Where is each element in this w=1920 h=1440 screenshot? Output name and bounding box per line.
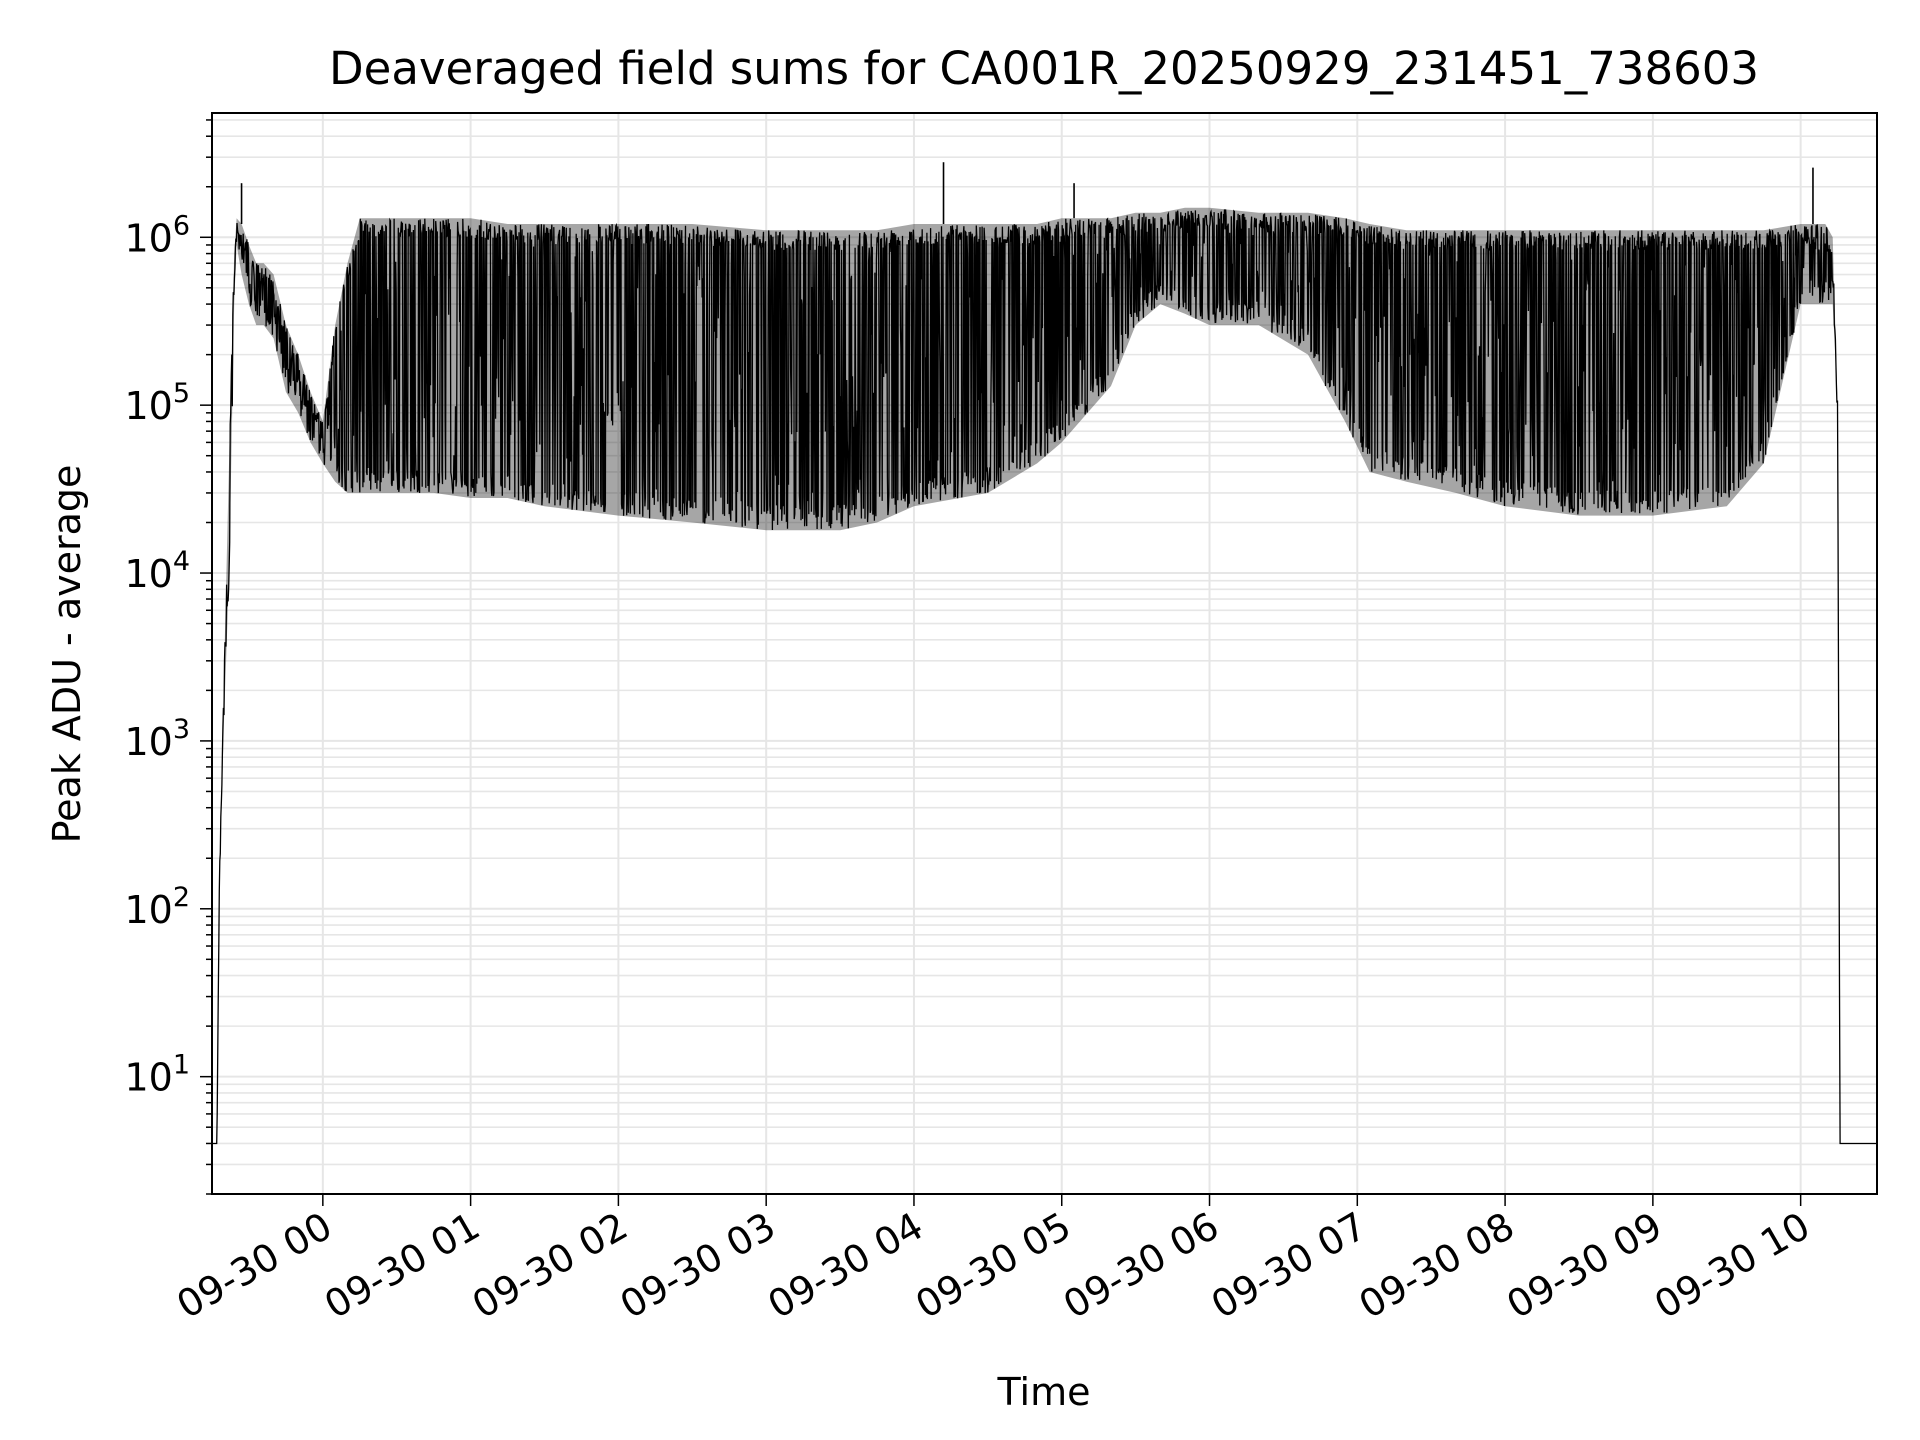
series-trace [212, 209, 1877, 1145]
y-tick-exponent: 2 [173, 882, 190, 913]
x-tick-label: 09-30 10 [1647, 1204, 1817, 1328]
y-tick-base: 10 [124, 216, 172, 260]
y-tick-base: 10 [124, 720, 172, 764]
chart-title: Deaveraged field sums for CA001R_2025092… [329, 42, 1759, 95]
y-tick-label: 104 [124, 546, 190, 596]
y-tick-base: 10 [124, 552, 172, 596]
x-tick-label: 09-30 00 [169, 1204, 339, 1328]
x-tick-label: 09-30 09 [1499, 1204, 1669, 1328]
x-tick-label: 09-30 02 [465, 1204, 635, 1328]
x-tick-label: 09-30 07 [1204, 1204, 1374, 1328]
y-tick-exponent: 3 [173, 714, 190, 745]
y-tick-exponent: 6 [173, 210, 190, 241]
y-tick-label: 103 [124, 714, 190, 764]
y-axis-label: Peak ADU - average [45, 465, 89, 844]
y-tick-label: 101 [124, 1050, 190, 1100]
x-tick-label: 09-30 06 [1056, 1204, 1226, 1328]
plot-area [211, 112, 1878, 1195]
y-tick-base: 10 [124, 1056, 172, 1100]
x-tick-label: 09-30 03 [613, 1204, 783, 1328]
y-tick-exponent: 4 [173, 546, 190, 577]
x-tick-label: 09-30 01 [317, 1204, 487, 1328]
y-tick-label: 106 [124, 210, 190, 260]
x-tick-label: 09-30 04 [760, 1204, 930, 1328]
x-tick-label: 09-30 08 [1352, 1204, 1522, 1328]
y-tick-base: 10 [124, 888, 172, 932]
y-tick-label: 105 [124, 378, 190, 428]
y-tick-label: 102 [124, 882, 190, 932]
y-tick-exponent: 5 [173, 378, 190, 409]
x-tick-label: 09-30 05 [908, 1204, 1078, 1328]
y-tick-exponent: 1 [173, 1050, 190, 1081]
y-tick-base: 10 [124, 384, 172, 428]
series-line [212, 162, 1877, 1145]
x-axis-label: Time [997, 1370, 1091, 1414]
